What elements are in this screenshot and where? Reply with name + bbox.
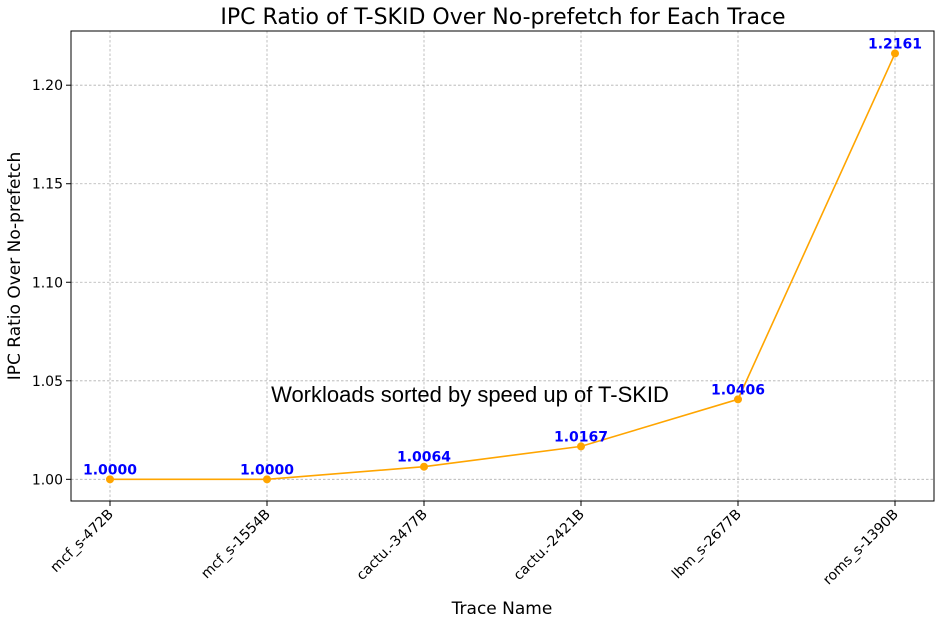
x-tick-label: roms_s-1390B <box>820 507 902 589</box>
series-line <box>110 53 896 481</box>
data-labels: 1.0000 1.0000 1.0064 1.0167 1.0406 1.2161 <box>83 36 922 478</box>
x-tick-label: cactu.-3477B <box>354 507 431 584</box>
y-tick-label: 1.05 <box>32 374 63 390</box>
data-label: 1.0167 <box>554 429 608 445</box>
y-tick-label: 1.10 <box>32 275 63 291</box>
gridlines <box>71 31 934 501</box>
data-point <box>263 475 271 484</box>
data-label: 1.2161 <box>868 36 922 52</box>
y-tick-label: 1.20 <box>32 78 63 94</box>
data-point <box>891 49 899 58</box>
data-label: 1.0000 <box>83 462 137 478</box>
data-label: 1.0064 <box>397 450 451 466</box>
chart-title: IPC Ratio of T-SKID Over No-prefetch for… <box>220 5 785 30</box>
y-tick-label: 1.00 <box>32 472 63 488</box>
plot-frame <box>70 30 935 502</box>
data-point <box>106 475 114 484</box>
y-axis-label: IPC Ratio Over No-prefetch <box>5 152 25 381</box>
x-tick-label: mcf_s-472B <box>48 507 117 576</box>
y-tick-label: 1.15 <box>32 177 63 193</box>
x-axis-label: Trace Name <box>451 599 553 619</box>
series-points <box>106 49 899 484</box>
data-point <box>734 395 742 404</box>
x-tick-label: mcf_s-1554B <box>198 507 274 583</box>
data-label: 1.0000 <box>240 462 294 478</box>
data-point <box>420 462 428 471</box>
data-point <box>577 442 585 451</box>
y-axis: 1.00 1.05 1.10 1.15 1.20 <box>32 78 71 488</box>
x-axis: mcf_s-472B mcf_s-1554B cactu.-3477B cactu.-… <box>48 501 902 588</box>
data-label: 1.0406 <box>711 382 765 398</box>
chart-annotation: Workloads sorted by speed up of T-SKID <box>271 382 669 407</box>
x-tick-label: cactu.-2421B <box>511 507 588 584</box>
x-tick-label: lbm_s-2677B <box>669 507 745 583</box>
